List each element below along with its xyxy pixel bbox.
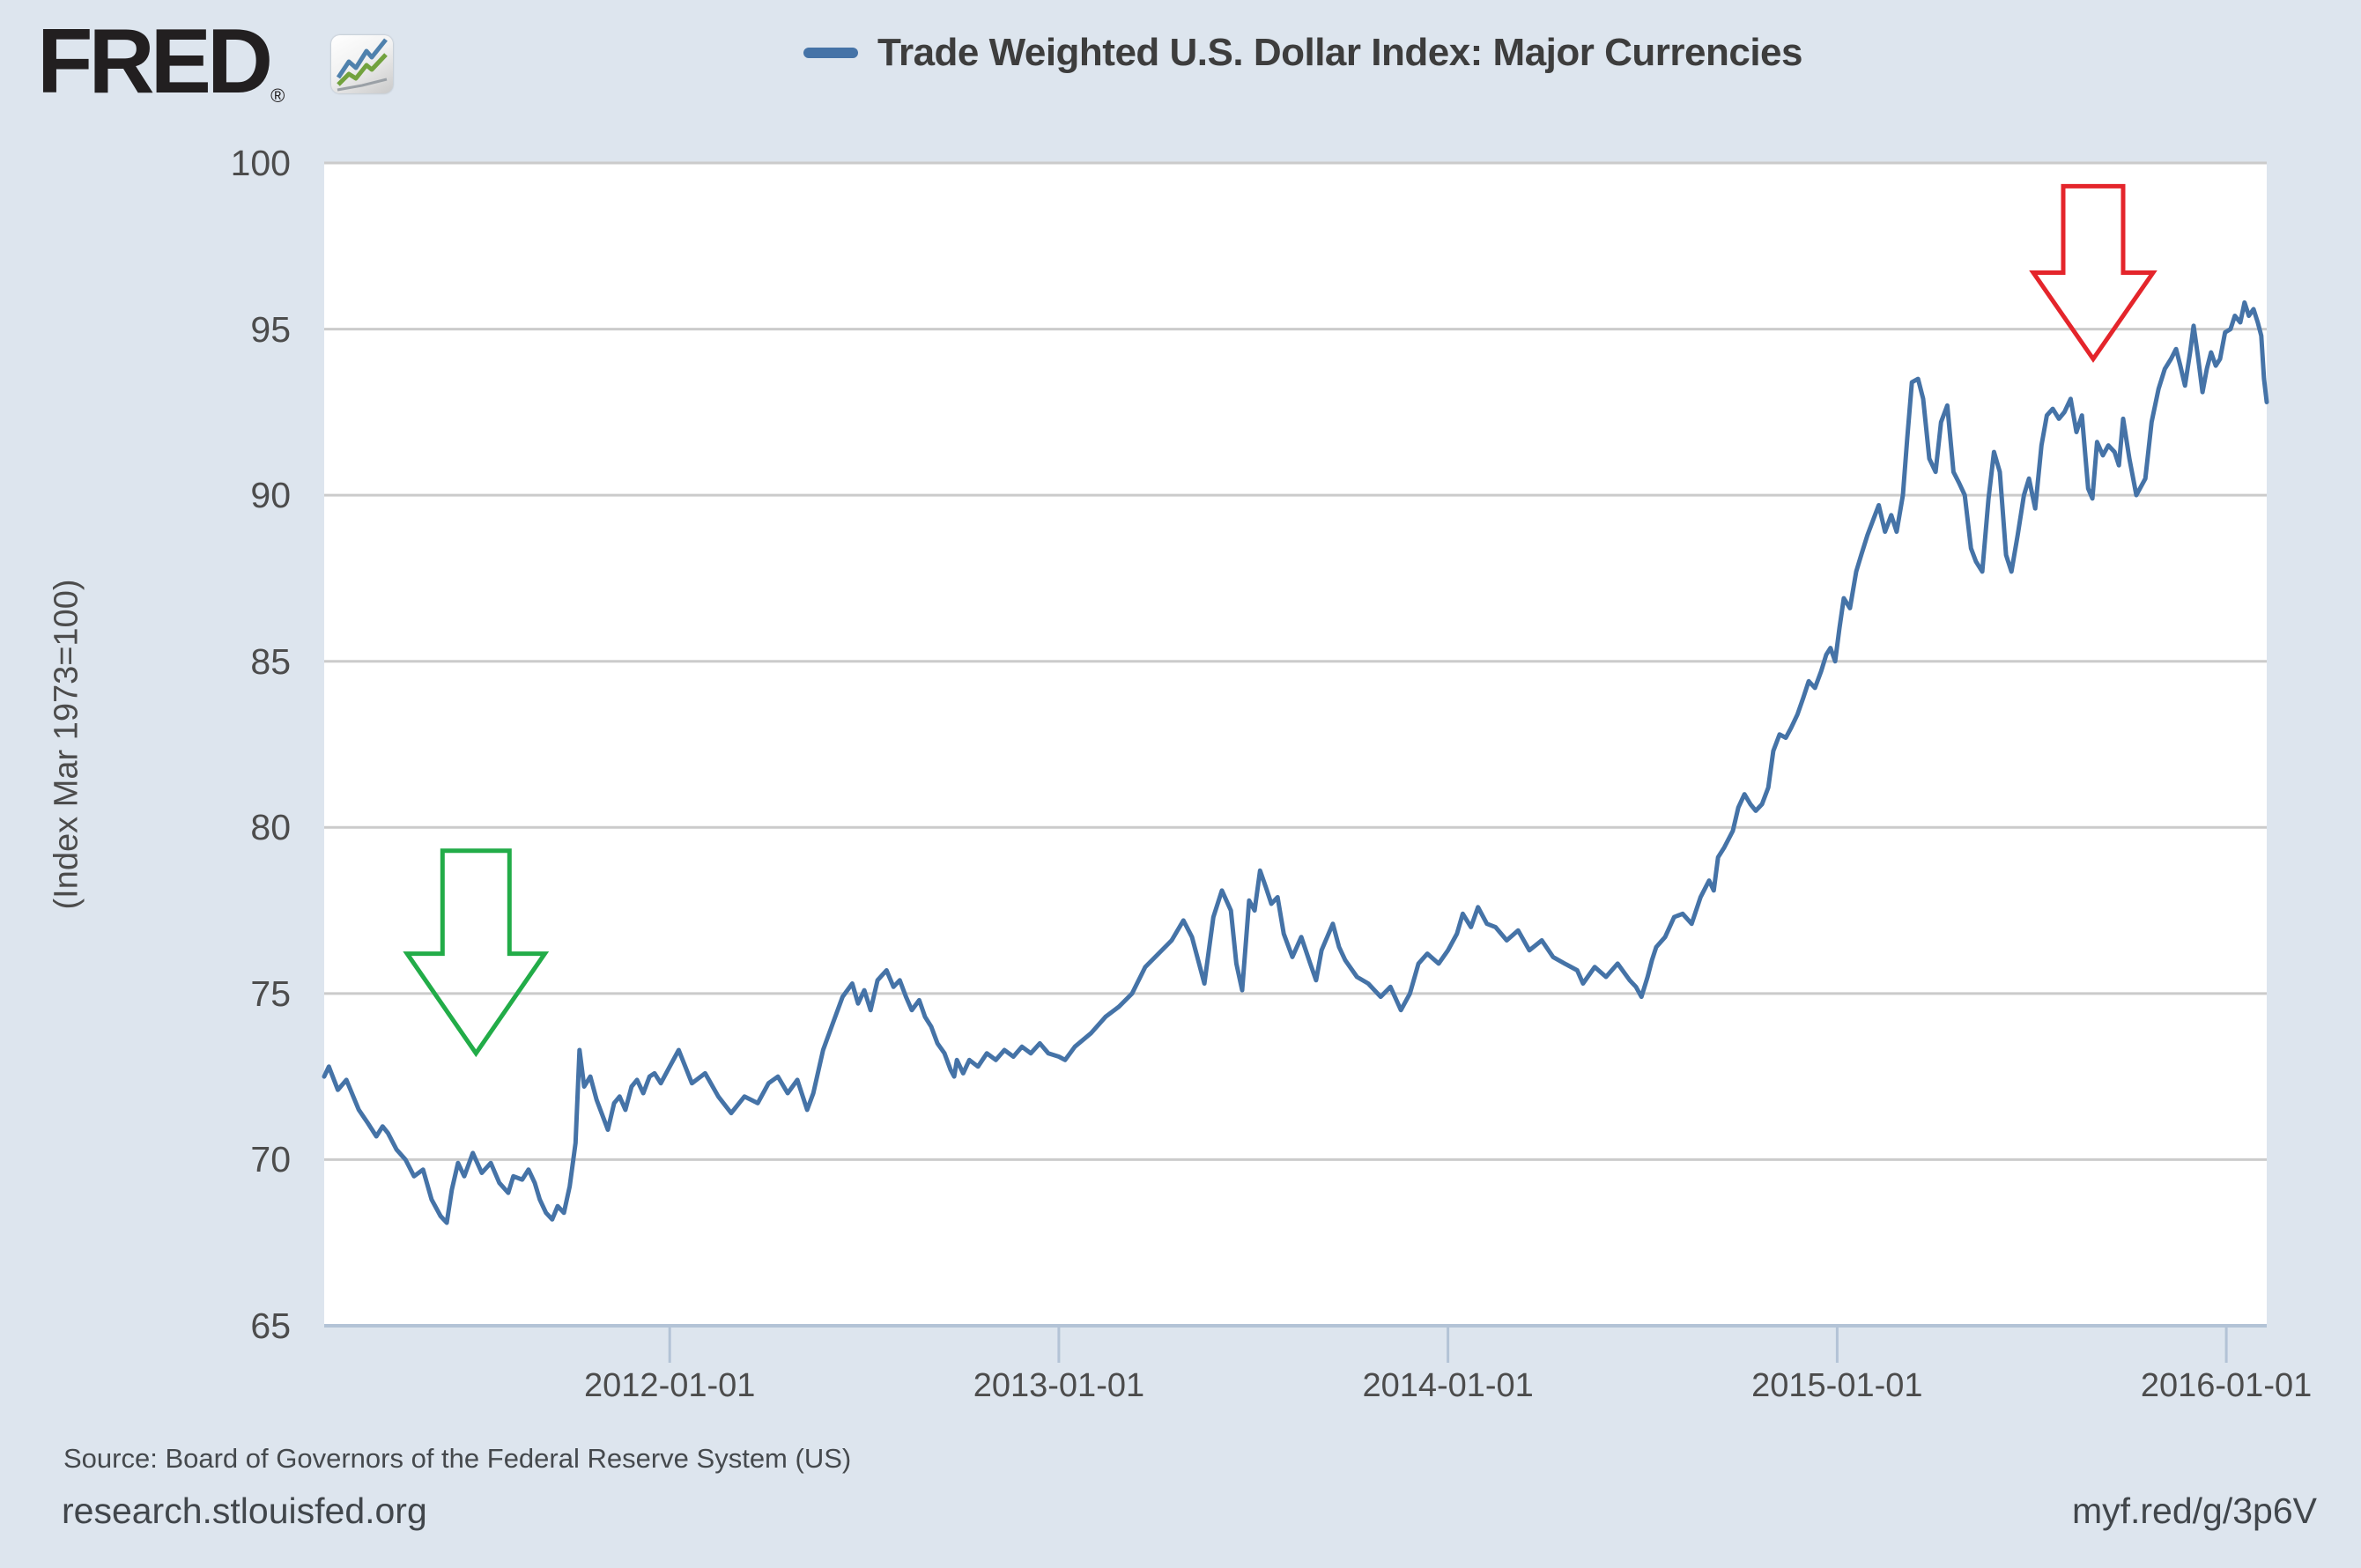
x-tick-label: 2012-01-01 <box>584 1367 756 1404</box>
brand-logo: FRED ® <box>37 16 285 107</box>
research-url: research.stlouisfed.org <box>62 1490 427 1531</box>
y-tick-label: 100 <box>230 143 291 183</box>
y-tick-label: 75 <box>250 973 291 1014</box>
legend-label: Trade Weighted U.S. Dollar Index: Major … <box>877 31 1803 74</box>
red-down-arrow <box>2029 183 2157 363</box>
plot-background <box>322 161 2269 1363</box>
y-tick-label: 95 <box>250 308 291 350</box>
legend: Trade Weighted U.S. Dollar Index: Major … <box>803 25 1803 81</box>
dollar-index-line <box>322 300 2269 1225</box>
y-tick-label: 65 <box>250 1305 291 1346</box>
y-tick-label: 70 <box>250 1139 291 1180</box>
source-text: Source: Board of Governors of the Federa… <box>63 1443 852 1474</box>
y-tick-label: 85 <box>250 640 291 682</box>
x-tick-label: 2016-01-01 <box>2140 1367 2313 1404</box>
fred-chart-icon <box>331 35 393 93</box>
plot-svg <box>322 161 2269 1363</box>
x-tick-label: 2014-01-01 <box>1362 1367 1534 1404</box>
legend-swatch <box>803 48 858 58</box>
y-axis-title: (Index Mar 1973=100) <box>48 579 85 910</box>
short-url: myf.red/g/3p6V <box>2071 1490 2317 1531</box>
fred-wordmark: FRED <box>37 11 273 113</box>
x-tick-label: 2015-01-01 <box>1751 1367 1923 1404</box>
registered-mark: ® <box>270 85 285 107</box>
y-tick-label: 80 <box>250 807 291 848</box>
green-down-arrow <box>403 848 550 1058</box>
y-tick-label: 90 <box>250 475 291 516</box>
x-tick-label: 2013-01-01 <box>973 1367 1145 1404</box>
